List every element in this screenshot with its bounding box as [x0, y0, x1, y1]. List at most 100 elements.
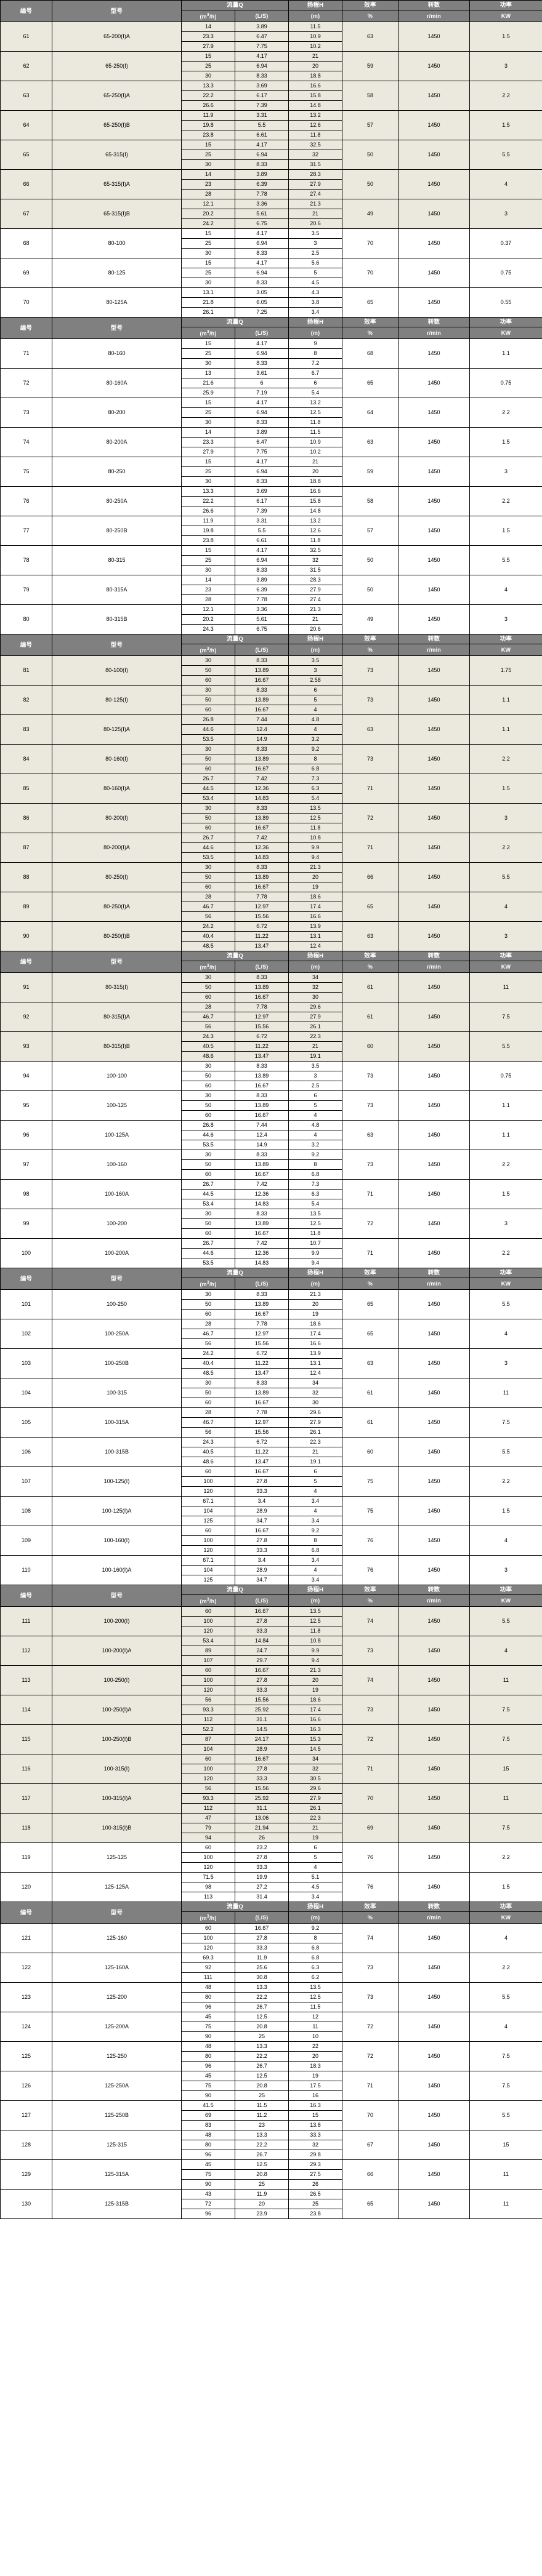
table-row[interactable]: 48.5 13.47 12.4 — [1, 941, 542, 951]
table-row[interactable]: 60 16.67 2.5 — [1, 1081, 542, 1091]
table-row[interactable]: 53.5 14.83 9.4 — [1, 852, 542, 863]
table-row[interactable]: 44.5 12.36 6.3 — [1, 1189, 542, 1199]
table-row[interactable]: 44.6 12.36 9.9 — [1, 1248, 542, 1258]
table-row[interactable]: 75 20.8 11 — [1, 2022, 542, 2032]
table-row[interactable]: 56 15.56 16.6 — [1, 1338, 542, 1349]
table-row[interactable]: 30 8.33 2.5 — [1, 248, 542, 258]
table-row[interactable]: 27.9 7.75 10.2 — [1, 41, 542, 52]
table-row[interactable]: 70 80-125A 13.1 3.05 4.3 65 1450 0.55 — [0, 287, 542, 318]
table-row[interactable]: 104 100-315 30 8.33 34 61 1450 11 — [0, 1378, 542, 1408]
table-row[interactable]: 104 28.9 4 — [1, 1565, 542, 1575]
table-row[interactable]: 120 125-125A 71.5 19.9 5.1 76 1450 1.5 — [0, 1872, 542, 1902]
table-row[interactable]: 50 13.89 3 — [1, 1071, 542, 1081]
table-row[interactable]: 23.3 6.47 10.9 — [1, 31, 542, 42]
table-row[interactable]: 50 13.89 3 — [1, 665, 542, 676]
table-row[interactable]: 40.5 11.22 21 — [1, 1447, 542, 1457]
table-row[interactable]: 126 125-250A 45 12.5 19 71 1450 7.5 — [0, 2071, 542, 2101]
table-row[interactable]: 120 33.3 6.8 — [1, 1545, 542, 1556]
table-row[interactable]: 125 34.7 3.4 — [1, 1575, 542, 1585]
table-row[interactable]: 75 80-250 15 4.17 21 59 1450 3 — [0, 457, 542, 487]
table-row[interactable]: 56 15.56 26.1 — [1, 1427, 542, 1438]
table-row[interactable]: 83 23 13.8 — [1, 2120, 542, 2130]
table-row[interactable]: 24.2 6.75 20.6 — [1, 218, 542, 229]
table-row[interactable]: 82 80-125(Ⅰ) 30 8.33 6 73 1450 1.1 — [0, 685, 542, 715]
table-row[interactable]: 127 125-250B 41.5 11.5 16.3 70 1450 5.5 — [0, 2100, 542, 2130]
table-row[interactable]: 67 65-315(Ⅰ)B 12.1 3.36 21.3 49 1450 3 — [0, 199, 542, 229]
table-row[interactable]: 83 80-125(Ⅰ)A 26.8 7.44 4.8 63 1450 1.1 — [0, 714, 542, 745]
table-row[interactable]: 80 80-315B 12.1 3.36 21.3 49 1450 3 — [0, 604, 542, 634]
table-row[interactable]: 60 16.67 6.8 — [1, 1169, 542, 1180]
table-row[interactable]: 80 22.2 12.5 — [1, 1992, 542, 2002]
table-row[interactable]: 25 6.94 20 — [1, 466, 542, 477]
table-row[interactable]: 60 16.67 19 — [1, 882, 542, 892]
table-row[interactable]: 72 80-160A 13 3.61 6.7 65 1450 0.75 — [0, 368, 542, 398]
table-row[interactable]: 108 100-125(Ⅰ)A 67.1 3.4 3.4 75 1450 1.5 — [0, 1496, 542, 1526]
table-row[interactable]: 120 33.3 11.8 — [1, 1626, 542, 1636]
table-row[interactable]: 50 13.89 5 — [1, 1100, 542, 1111]
table-row[interactable]: 64 65-250(Ⅰ)B 11.9 3.31 13.2 57 1450 1.5 — [0, 110, 542, 140]
table-row[interactable]: 117 100-315(Ⅰ)A 56 15.56 29.6 70 1450 11 — [0, 1783, 542, 1814]
table-row[interactable]: 97 100-160 30 8.33 9.2 73 1450 2.2 — [0, 1150, 542, 1180]
table-row[interactable]: 60 16.67 19 — [1, 1309, 542, 1319]
table-row[interactable]: 106 100-315B 24.3 6.72 22.3 60 1450 5.5 — [0, 1437, 542, 1467]
table-row[interactable]: 61 65-200(Ⅰ)A 14 3.89 11.5 63 1450 1.5 — [0, 22, 542, 52]
table-row[interactable]: 101 100-250 30 8.33 21.3 65 1450 5.5 — [0, 1289, 542, 1319]
table-row[interactable]: 103 100-250B 24.2 6.72 13.9 63 1450 3 — [0, 1348, 542, 1378]
table-row[interactable]: 100 27.8 5 — [1, 1852, 542, 1863]
table-row[interactable]: 23.8 6.61 11.8 — [1, 130, 542, 140]
table-row[interactable]: 120 33.3 19 — [1, 1685, 542, 1695]
table-row[interactable]: 100 27.8 8 — [1, 1535, 542, 1546]
table-row[interactable]: 79 80-315A 14 3.89 28.3 50 1450 4 — [0, 575, 542, 605]
table-row[interactable]: 89 80-250(Ⅰ)A 28 7.78 18.6 65 1450 4 — [0, 892, 542, 922]
table-row[interactable]: 20.2 5.61 21 — [1, 614, 542, 625]
table-row[interactable]: 109 100-160(Ⅰ) 60 16.67 9.2 76 1450 4 — [0, 1526, 542, 1556]
table-row[interactable]: 125 125-250 48 13.3 22 72 1450 7.5 — [0, 2041, 542, 2071]
table-row[interactable]: 60 16.67 30 — [1, 1398, 542, 1408]
table-row[interactable]: 66 65-315(Ⅰ)A 14 3.89 28.3 50 1450 4 — [0, 169, 542, 199]
table-row[interactable]: 46.7 12.97 17.4 — [1, 902, 542, 912]
table-row[interactable]: 53.4 14.83 5.4 — [1, 1199, 542, 1209]
table-row[interactable]: 46.7 12.97 17.4 — [1, 1329, 542, 1339]
table-row[interactable]: 110 100-160(Ⅰ)A 67.1 3.4 3.4 76 1450 3 — [0, 1555, 542, 1585]
table-row[interactable]: 60 16.67 11.8 — [1, 1228, 542, 1239]
table-row[interactable]: 122 125-160A 69.3 11.9 6.8 73 1450 2.2 — [0, 1953, 542, 1983]
table-row[interactable]: 90 25 26 — [1, 2179, 542, 2190]
table-row[interactable]: 30 8.33 31.5 — [1, 159, 542, 170]
table-row[interactable]: 48.6 13.47 19.1 — [1, 1457, 542, 1467]
table-row[interactable]: 130 125-315B 43 11.9 26.5 65 1450 11 — [0, 2189, 542, 2219]
table-row[interactable]: 129 125-315A 45 12.5 29.3 66 1450 11 — [0, 2159, 542, 2190]
table-row[interactable]: 95 100-125 30 8.33 6 73 1450 1.1 — [0, 1090, 542, 1121]
table-row[interactable]: 75 20.8 17.5 — [1, 2081, 542, 2091]
table-row[interactable]: 25 6.94 5 — [1, 268, 542, 278]
table-row[interactable]: 19.8 5.5 12.6 — [1, 526, 542, 536]
table-row[interactable]: 73 80-200 15 4.17 13.2 64 1450 2.2 — [0, 398, 542, 428]
table-row[interactable]: 115 100-250(Ⅰ)B 52.2 14.5 16.3 72 1450 7.5 — [0, 1724, 542, 1754]
table-row[interactable]: 96 100-125A 26.8 7.44 4.8 63 1450 1.1 — [0, 1120, 542, 1150]
table-row[interactable]: 112 31.1 16.6 — [1, 1714, 542, 1725]
table-row[interactable]: 30 8.33 18.8 — [1, 476, 542, 487]
table-row[interactable]: 92 80-315(Ⅰ)A 28 7.78 29.6 61 1450 7.5 — [0, 1002, 542, 1032]
table-row[interactable]: 77 80-250B 11.9 3.31 13.2 57 1450 1.5 — [0, 516, 542, 546]
table-row[interactable]: 50 13.89 8 — [1, 754, 542, 764]
table-row[interactable]: 84 80-160(Ⅰ) 30 8.33 9.2 73 1450 2.2 — [0, 744, 542, 774]
table-row[interactable]: 89 24.7 9.9 — [1, 1646, 542, 1656]
table-row[interactable]: 25 6.94 8 — [1, 348, 542, 359]
table-row[interactable]: 60 16.67 6.8 — [1, 764, 542, 774]
table-row[interactable]: 90 80-250(Ⅰ)B 24.2 6.72 13.9 63 1450 3 — [0, 921, 542, 951]
table-row[interactable]: 79 21.94 21 — [1, 1823, 542, 1833]
table-row[interactable]: 44.6 12.36 9.9 — [1, 842, 542, 853]
table-row[interactable]: 112 31.1 26.1 — [1, 1803, 542, 1814]
table-row[interactable]: 96 23.9 23.8 — [1, 2209, 542, 2219]
table-row[interactable]: 98 100-160A 26.7 7.42 7.3 71 1450 1.5 — [0, 1179, 542, 1209]
table-row[interactable]: 111 100-200(Ⅰ) 60 16.67 13.5 74 1450 5.5 — [0, 1606, 542, 1636]
table-row[interactable]: 62 65-250(Ⅰ) 15 4.17 21 59 1450 3 — [0, 51, 542, 81]
table-row[interactable]: 25 6.94 12.5 — [1, 407, 542, 418]
table-row[interactable]: 107 100-125(Ⅰ) 60 16.67 6 75 1450 2.2 — [0, 1466, 542, 1497]
table-row[interactable]: 93 80-315(Ⅰ)B 24.3 6.72 22.3 60 1450 5.5 — [0, 1031, 542, 1062]
table-row[interactable]: 120 33.3 4 — [1, 1486, 542, 1497]
table-row[interactable]: 100 27.8 20 — [1, 1675, 542, 1686]
table-row[interactable]: 113 100-250(Ⅰ) 60 16.67 21.3 74 1450 11 — [0, 1665, 542, 1695]
table-row[interactable]: 123 125-200 48 13.3 13.5 73 1450 5.5 — [0, 1982, 542, 2012]
table-row[interactable]: 28 7.78 27.4 — [1, 594, 542, 605]
table-row[interactable]: 94 100-100 30 8.33 3.5 73 1450 0.75 — [0, 1061, 542, 1091]
